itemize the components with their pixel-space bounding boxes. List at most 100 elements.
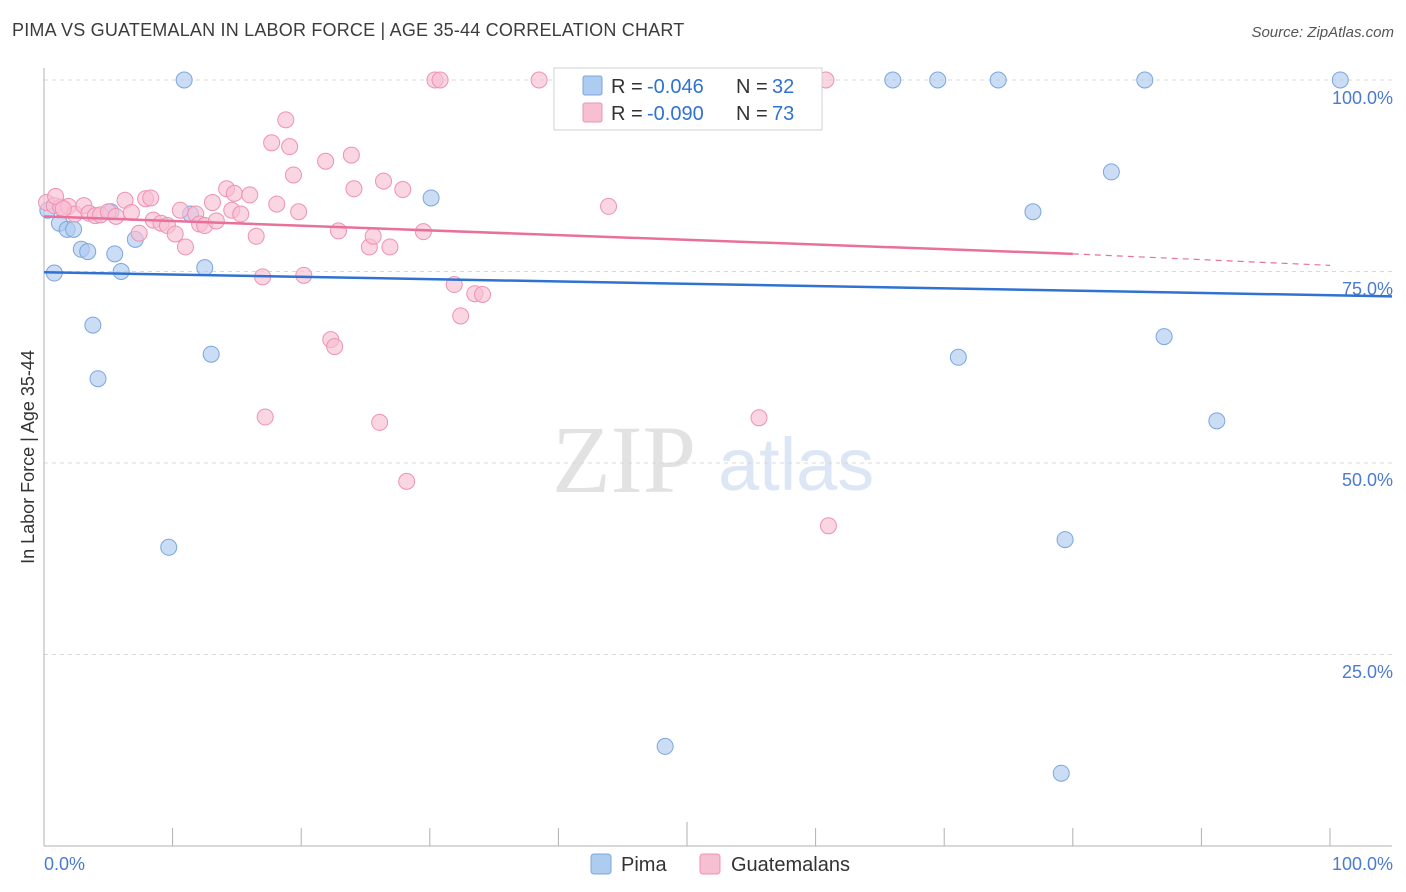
y-tick-label-50: 50.0% bbox=[1342, 470, 1393, 490]
guatemalans-trend-line bbox=[43, 215, 1073, 256]
pima-point bbox=[1331, 71, 1349, 89]
pima-point bbox=[89, 370, 107, 388]
x-axis-ticks bbox=[43, 822, 1331, 846]
pima-point bbox=[1056, 531, 1074, 549]
guatemalans-point bbox=[290, 203, 308, 221]
pima-point bbox=[202, 345, 220, 363]
guatemalans-point bbox=[414, 223, 432, 241]
pima-point bbox=[1102, 163, 1120, 181]
guatemalans-point bbox=[364, 227, 382, 245]
pima-trend-line bbox=[43, 271, 1393, 298]
guatemalans-point bbox=[225, 184, 243, 202]
chart-title: PIMA VS GUATEMALAN IN LABOR FORCE | AGE … bbox=[12, 20, 685, 40]
legend-swatch-pima bbox=[582, 75, 603, 96]
guatemalans-point bbox=[398, 472, 416, 490]
pima-point bbox=[1136, 71, 1154, 89]
guatemalans-point bbox=[474, 285, 492, 303]
series-legend: Pima Guatemalans bbox=[590, 853, 850, 876]
pima-point bbox=[929, 71, 947, 89]
axes bbox=[43, 68, 1392, 847]
guatemalans-point bbox=[277, 111, 295, 129]
bottom-legend-swatch-guatemalans bbox=[699, 853, 721, 875]
pima-point bbox=[422, 189, 440, 207]
source-credit: Source: ZipAtlas.com bbox=[1251, 24, 1394, 41]
guatemalans-point bbox=[381, 238, 399, 256]
pima-point bbox=[949, 348, 967, 366]
legend-n-value-pima: 32 bbox=[772, 76, 794, 98]
guatemalans-point bbox=[317, 152, 335, 170]
guatemalans-point bbox=[130, 224, 148, 242]
pima-point bbox=[112, 263, 130, 280]
guatemalans-point bbox=[342, 146, 360, 164]
guatemalans-point bbox=[142, 189, 160, 207]
guatemalans-point bbox=[207, 212, 225, 230]
guatemalans-point bbox=[203, 194, 221, 212]
y-tick-labels: 100.0% 75.0% 50.0% 25.0% bbox=[1332, 88, 1393, 682]
legend-r-value-guatemalans: -0.090 bbox=[647, 103, 704, 125]
guatemalans-point bbox=[256, 408, 274, 426]
pima-point bbox=[79, 243, 97, 261]
guatemalans-point bbox=[600, 197, 618, 215]
correlation-legend: R = -0.046 N = 32 R = -0.090 N = 73 bbox=[553, 67, 823, 131]
y-tick-label-75: 75.0% bbox=[1342, 279, 1393, 299]
legend-r-label-pima: R = bbox=[611, 76, 643, 98]
pima-point bbox=[989, 71, 1007, 89]
guatemalans-point bbox=[241, 186, 259, 204]
guatemalans-point bbox=[375, 172, 393, 190]
guatemalans-point bbox=[345, 180, 363, 198]
x-tick-label-right: 100.0% bbox=[1332, 854, 1393, 874]
guatemalans-point bbox=[107, 207, 125, 225]
guatemalans-point bbox=[329, 222, 347, 240]
bottom-legend-label-guatemalans: Guatemalans bbox=[731, 854, 850, 876]
guatemalans-point bbox=[171, 201, 189, 219]
pima-point bbox=[1208, 412, 1226, 430]
pima-point bbox=[884, 71, 902, 89]
guatemalans-point bbox=[232, 205, 250, 223]
legend-r-value-pima: -0.046 bbox=[647, 76, 704, 98]
pima-point bbox=[175, 71, 193, 89]
guatemalans-point bbox=[54, 200, 72, 218]
watermark-atlas: atlas bbox=[718, 423, 874, 506]
guatemalans-point bbox=[166, 225, 184, 243]
pima-point bbox=[1155, 328, 1173, 346]
watermark: ZIP atlas bbox=[552, 406, 874, 513]
trend-lines bbox=[43, 215, 1393, 298]
guatemalans-point bbox=[750, 409, 768, 427]
bottom-legend-label-pima: Pima bbox=[621, 854, 667, 876]
guatemalans-point bbox=[247, 227, 265, 245]
pima-point bbox=[656, 737, 674, 755]
guatemalans-point bbox=[371, 413, 389, 431]
pima-point bbox=[1024, 203, 1042, 221]
x-tick-label-left: 0.0% bbox=[44, 854, 85, 874]
legend-swatch-guatemalans bbox=[582, 102, 603, 123]
guatemalans-point bbox=[326, 338, 344, 356]
pima-point bbox=[84, 316, 102, 334]
legend-n-value-guatemalans: 73 bbox=[772, 103, 794, 125]
guatemalans-point bbox=[530, 71, 548, 89]
y-axis-label: In Labor Force | Age 35-44 bbox=[18, 350, 38, 564]
guatemalans-point bbox=[263, 134, 281, 152]
watermark-zip: ZIP bbox=[552, 406, 696, 513]
pima-point bbox=[196, 259, 214, 277]
guatemalans-trend-extension bbox=[1072, 253, 1331, 266]
legend-n-label-guatemalans: N = bbox=[736, 103, 768, 125]
pima-point bbox=[65, 220, 83, 238]
y-tick-label-100: 100.0% bbox=[1332, 88, 1393, 108]
pima-point bbox=[160, 538, 178, 556]
guatemalans-point bbox=[452, 307, 470, 325]
guatemalans-point bbox=[394, 181, 412, 199]
guatemalans-point bbox=[431, 71, 449, 89]
guatemalans-point bbox=[295, 266, 313, 284]
gridlines bbox=[44, 79, 1392, 655]
guatemalans-point bbox=[281, 138, 299, 156]
legend-r-label-guatemalans: R = bbox=[611, 103, 643, 125]
y-tick-label-25: 25.0% bbox=[1342, 662, 1393, 682]
bottom-legend-swatch-pima bbox=[590, 853, 612, 875]
guatemalans-point bbox=[47, 187, 65, 205]
legend-n-label-pima: N = bbox=[736, 76, 768, 98]
pima-point bbox=[106, 245, 124, 263]
guatemalans-point bbox=[819, 517, 837, 535]
guatemalans-point bbox=[176, 238, 194, 256]
guatemalans-points bbox=[38, 71, 837, 535]
